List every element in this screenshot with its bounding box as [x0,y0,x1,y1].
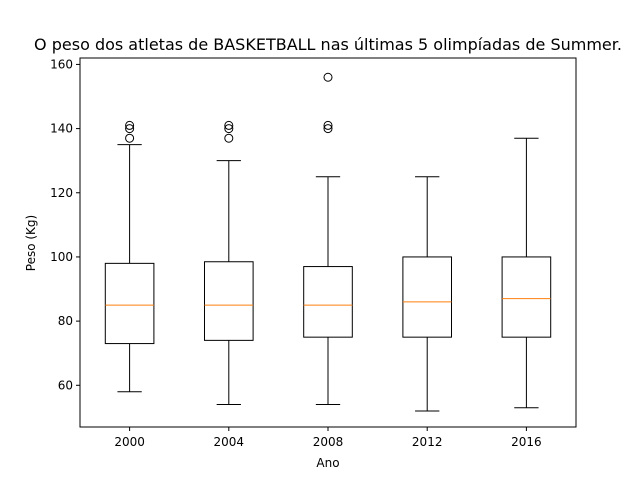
x-tick-label: 2000 [114,435,145,449]
y-tick-label: 160 [50,57,73,71]
box-plot-marks [104,72,552,412]
outlier-point [224,124,234,134]
iqr-box [303,266,353,338]
outlier-point [224,133,234,143]
x-tick-label: 2004 [214,435,245,449]
outlier-point [323,124,333,134]
y-axis-label: Peso (Kg) [24,215,38,271]
y-tick-label: 60 [58,378,73,392]
chart-title: O peso dos atletas de BASKETBALL nas últ… [34,35,622,54]
outlier-point [323,120,333,130]
y-tick-label: 140 [50,122,73,136]
x-axis-label: Ano [316,456,339,470]
box-2004 [203,120,254,406]
iqr-box [402,256,453,338]
box-2008 [303,72,353,406]
iqr-box [104,262,155,345]
x-axis: 2000 2004 2008 2012 2016 [114,427,542,449]
x-tick-label: 2012 [412,435,443,449]
outlier-point [125,133,135,143]
box-2016 [501,137,552,409]
x-tick-label: 2008 [313,435,344,449]
y-tick-label: 120 [50,186,73,200]
outlier-point [323,72,333,82]
outlier-point [224,120,234,130]
outlier-point [125,124,135,134]
iqr-box [203,261,254,341]
box-2012 [402,176,453,412]
y-axis: 60 80 100 120 140 160 [50,57,80,392]
x-tick-label: 2016 [511,435,542,449]
outlier-point [125,120,135,130]
y-tick-label: 100 [50,250,73,264]
iqr-box [501,256,552,338]
box-2000 [104,120,155,393]
y-tick-label: 80 [58,314,73,328]
